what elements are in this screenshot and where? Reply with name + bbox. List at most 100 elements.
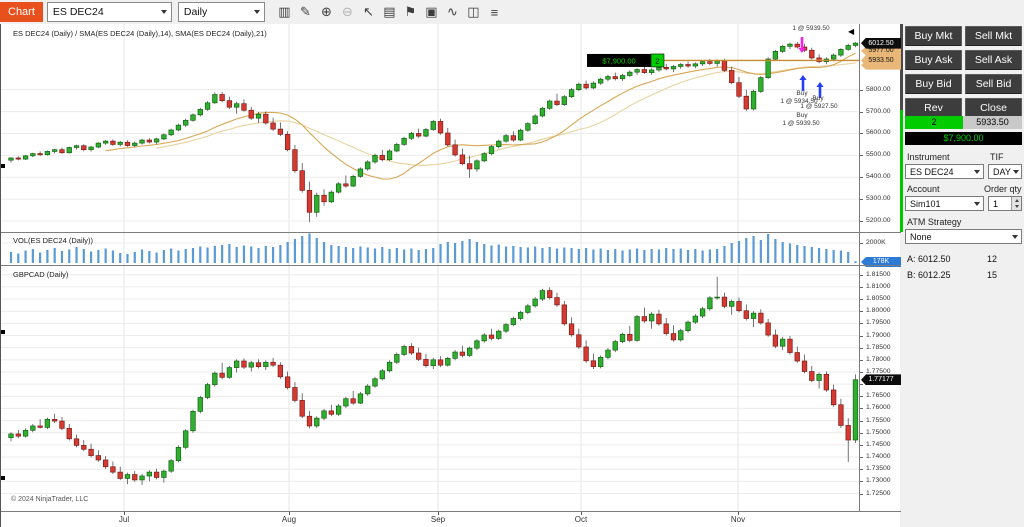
data-box-icon[interactable]: ▤ (383, 4, 396, 19)
cursor-icon[interactable]: ↖ (362, 4, 374, 19)
gbpcad-price-axis[interactable]: 1.81500 1.81000 1.80500 1.80000 1.79500 1.790… (859, 266, 901, 511)
axis-tick-label: 5700.00 (866, 107, 891, 115)
alert-flag-icon[interactable]: ⚑ (404, 4, 417, 19)
trade-annotation-text: 1 @ 5934.50 (780, 98, 818, 105)
tif-select[interactable]: DAY (988, 164, 1022, 179)
region-select-icon[interactable]: ▣ (425, 4, 438, 19)
last-price-tag: 6012.50 (861, 37, 901, 49)
chevron-down-icon[interactable] (971, 165, 983, 178)
order-qty-input[interactable]: 1 (988, 196, 1022, 211)
gbpcad-chart-label: GBPCAD (Daily) (13, 270, 69, 279)
order-price-tag: 5977.00 (861, 46, 901, 56)
instrument-select[interactable]: ES DEC24 (905, 164, 984, 179)
month-label: Aug (281, 515, 297, 524)
volume-chart-label: VOL(ES DEC24 (Daily)) (13, 236, 94, 245)
window-resize-handle[interactable] (1, 164, 5, 168)
sell-mkt-button[interactable]: Sell Mkt (965, 26, 1022, 46)
zoom-out-icon: ⊖ (341, 4, 353, 19)
position-avg-price: 5933.50 (963, 116, 1022, 129)
trade-annotation-text: 1 @ 5939.50 (782, 120, 820, 127)
month-tick (438, 511, 439, 515)
chevron-down-icon[interactable] (1009, 230, 1021, 243)
toolbar-icons: ▥ ✎ ⊕ ⊖ ↖ ▤ ⚑ ▣ ∿ ◫ ≡ (275, 3, 504, 22)
instrument-combobox-value: ES DEC24 (52, 6, 104, 18)
copyright-text: © 2024 NinjaTrader, LLC (11, 496, 89, 503)
spinner-down-icon[interactable] (1012, 204, 1021, 211)
instrument-combobox[interactable]: ES DEC24 (46, 2, 172, 22)
es-chart-canvas[interactable]: $7,900.00 2 ◀ (1, 24, 859, 232)
axis-tick-label: 1.81000 (866, 282, 891, 290)
axis-tick-label: 1.80500 (866, 295, 891, 303)
axis-tick-label: 1.76000 (866, 404, 891, 412)
chart-tab[interactable]: Chart (0, 2, 43, 22)
properties-list-icon[interactable]: ≡ (490, 4, 499, 20)
trade-annotation-text: 1 @ 5927.50 (800, 103, 838, 110)
panel-separator[interactable] (1, 232, 901, 233)
axis-tick-label: 1.75500 (866, 416, 891, 424)
candles (8, 276, 859, 485)
ask-size: 12 (987, 254, 998, 264)
time-axis[interactable]: Jul Aug Sep Oct Nov (1, 511, 901, 527)
axis-tick-label: 1.78500 (866, 343, 891, 351)
chart-window-icon[interactable]: ◫ (467, 4, 480, 19)
trend-line-icon[interactable]: ∿ (446, 4, 458, 19)
axis-tick-label: 1.72500 (866, 489, 891, 497)
axis-tick-label: 1.75000 (866, 428, 891, 436)
order-qty-label: Order qty (984, 184, 1022, 194)
interval-combobox-value: Daily (183, 6, 208, 18)
volume-chart-canvas[interactable] (1, 233, 859, 265)
order-qty-value: 1 (993, 198, 999, 209)
window-resize-handle[interactable] (1, 476, 5, 480)
depth-strip-upper (900, 24, 903, 110)
unrealized-pnl: $7,900.00 (905, 132, 1022, 145)
month-tick (738, 511, 739, 515)
ask-quote-row: A: 6012.50 12 (907, 254, 1019, 264)
month-tick (124, 511, 125, 515)
chart-style-icon[interactable]: ▥ (278, 4, 291, 19)
tif-select-value: DAY (993, 166, 1011, 177)
tif-label: TIF (990, 152, 1004, 162)
chevron-down-icon[interactable] (971, 197, 983, 210)
axis-tick-label: 5500.00 (866, 151, 891, 159)
buy-bid-button[interactable]: Buy Bid (905, 74, 962, 94)
bid-size: 15 (987, 270, 998, 280)
chevron-down-icon[interactable] (250, 3, 264, 21)
axis-tick-label: 1.77500 (866, 367, 891, 375)
account-select-value: Sim101 (910, 198, 941, 209)
window-resize-handle[interactable] (1, 330, 5, 334)
interval-combobox[interactable]: Daily (177, 2, 265, 22)
account-select[interactable]: Sim101 (905, 196, 984, 211)
trade-annotation-text: Buy (796, 112, 808, 119)
axis-tick-label: 1.73000 (866, 477, 891, 485)
ask-side-label: A: (907, 254, 916, 264)
axis-tick-label: 5200.00 (866, 217, 891, 225)
axis-tick-label: 1.73500 (866, 465, 891, 473)
volume-axis[interactable]: 2000K 178K (859, 233, 901, 267)
instrument-select-value: ES DEC24 (910, 166, 954, 177)
buy-ask-button[interactable]: Buy Ask (905, 50, 962, 70)
panel-separator[interactable] (1, 265, 901, 266)
spinner-arrows[interactable] (1011, 197, 1021, 210)
chevron-down-icon[interactable] (157, 3, 171, 21)
volume-bars (9, 233, 857, 263)
atm-strategy-select[interactable]: None (905, 229, 1022, 244)
chevron-down-icon[interactable] (1011, 165, 1021, 178)
rev-button[interactable]: Rev (905, 98, 962, 118)
axis-tick-label: 5300.00 (866, 195, 891, 203)
close-button[interactable]: Close (965, 98, 1022, 118)
es-price-axis[interactable]: 5800.00 5700.00 5600.00 5500.00 5400.00 5300.… (859, 24, 901, 232)
month-label: Jul (118, 515, 130, 524)
trade-annotation-text: Buy (812, 95, 824, 102)
gbpcad-chart-canvas[interactable] (1, 266, 859, 511)
svg-text:$7,900.00: $7,900.00 (602, 56, 635, 65)
chart-area[interactable]: $7,900.00 2 ◀ ES DEC24 (Daily) / SMA(ES DE… (0, 24, 901, 527)
trade-annotation-text: 1 @ 5939.50 (792, 25, 830, 32)
current-volume-tag: 178K (861, 257, 901, 267)
svg-text:2: 2 (655, 56, 659, 65)
drawing-tools-icon[interactable]: ✎ (299, 4, 311, 19)
zoom-in-icon[interactable]: ⊕ (320, 4, 332, 19)
sell-bid-button[interactable]: Sell Bid (965, 74, 1022, 94)
panel-separator (1, 511, 901, 512)
sell-ask-button[interactable]: Sell Ask (965, 50, 1022, 70)
buy-mkt-button[interactable]: Buy Mkt (905, 26, 962, 46)
